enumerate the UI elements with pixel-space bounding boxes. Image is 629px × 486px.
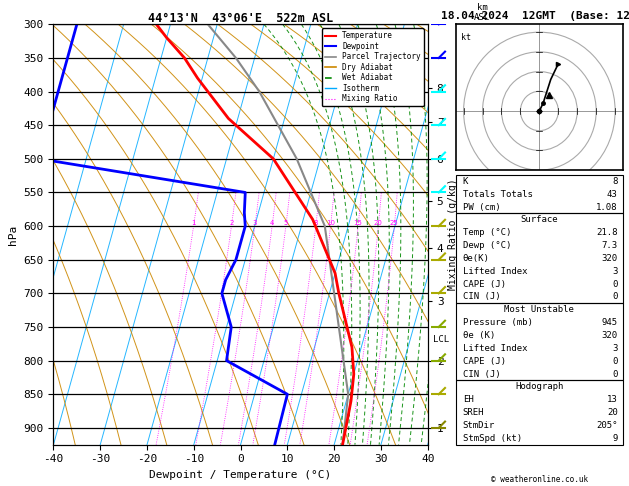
Text: CAPE (J): CAPE (J) [463,279,506,289]
Text: 7.3: 7.3 [601,241,618,250]
Text: 3: 3 [253,220,257,226]
Text: θe(K): θe(K) [463,254,489,263]
Text: Most Unstable: Most Unstable [504,305,574,314]
Text: EH: EH [463,395,474,404]
Legend: Temperature, Dewpoint, Parcel Trajectory, Dry Adiabat, Wet Adiabat, Isotherm, Mi: Temperature, Dewpoint, Parcel Trajectory… [321,28,424,106]
Text: 20: 20 [607,408,618,417]
Text: 0: 0 [613,293,618,301]
Text: 8: 8 [313,220,318,226]
Text: Hodograph: Hodograph [515,382,564,391]
Text: 0: 0 [613,279,618,289]
Bar [456,303,623,381]
Text: 0: 0 [613,357,618,365]
Text: 8: 8 [613,177,618,186]
Text: 25: 25 [390,220,399,226]
Y-axis label: hPa: hPa [8,225,18,244]
Text: 2: 2 [229,220,233,226]
Text: Surface: Surface [521,215,558,225]
Text: SREH: SREH [463,408,484,417]
Text: StmSpd (kt): StmSpd (kt) [463,434,522,443]
Text: Pressure (mb): Pressure (mb) [463,318,533,327]
Text: 4: 4 [270,220,274,226]
X-axis label: Dewpoint / Temperature (°C): Dewpoint / Temperature (°C) [150,470,331,480]
Text: 1.08: 1.08 [596,203,618,211]
Text: 320: 320 [601,254,618,263]
Y-axis label: Mixing Ratio (g/kg): Mixing Ratio (g/kg) [448,179,458,290]
Text: 43: 43 [607,190,618,199]
Text: θe (K): θe (K) [463,331,495,340]
Text: Dewp (°C): Dewp (°C) [463,241,511,250]
Text: 945: 945 [601,318,618,327]
Text: 1: 1 [191,220,196,226]
Text: 15: 15 [353,220,362,226]
Text: Lifted Index: Lifted Index [463,344,527,353]
Text: CIN (J): CIN (J) [463,293,500,301]
Text: 0: 0 [613,369,618,379]
Text: 3: 3 [613,344,618,353]
Bar [456,213,623,303]
Text: 13: 13 [607,395,618,404]
Text: PW (cm): PW (cm) [463,203,500,211]
Text: LCL: LCL [433,334,449,344]
Text: 20: 20 [374,220,383,226]
Text: CIN (J): CIN (J) [463,369,500,379]
Text: K: K [463,177,468,186]
Text: 21.8: 21.8 [596,228,618,237]
Text: StmDir: StmDir [463,421,495,430]
Text: 5: 5 [284,220,288,226]
Text: Lifted Index: Lifted Index [463,267,527,276]
Text: 3: 3 [613,267,618,276]
Text: Temp (°C): Temp (°C) [463,228,511,237]
Text: km
ASL: km ASL [474,3,490,22]
Text: 10: 10 [326,220,335,226]
Bar [456,175,623,213]
Text: 320: 320 [601,331,618,340]
Text: Totals Totals: Totals Totals [463,190,533,199]
Text: 9: 9 [613,434,618,443]
Text: 44°13'N  43°06'E  522m ASL: 44°13'N 43°06'E 522m ASL [148,12,333,25]
Text: CAPE (J): CAPE (J) [463,357,506,365]
Text: © weatheronline.co.uk: © weatheronline.co.uk [491,474,588,484]
Text: 18.04.2024  12GMT  (Base: 12): 18.04.2024 12GMT (Base: 12) [442,11,629,21]
Text: kt: kt [461,33,471,42]
Text: 205°: 205° [596,421,618,430]
Bar [456,381,623,445]
